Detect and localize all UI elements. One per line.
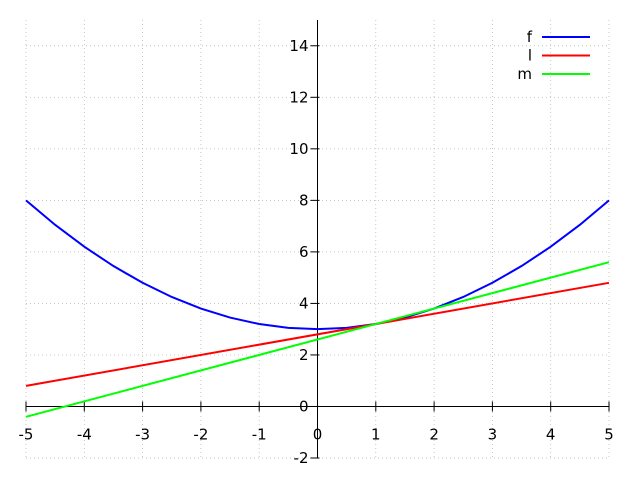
x-tick-label: 3 [488,425,498,443]
series-line-m [25,261,610,418]
y-tick-label: 14 [289,37,308,55]
series-group [25,199,610,418]
y-tick-label: 10 [289,140,308,158]
legend-label-f: f [527,28,533,46]
y-tick-label: 2 [299,346,309,364]
legend-label-m: m [517,65,532,83]
y-tick-label: 6 [299,243,309,261]
x-tick-label: -4 [77,425,92,443]
series-line-l [25,281,610,387]
x-tick-label: -1 [252,425,267,443]
x-tick-label: -5 [19,425,34,443]
x-tick-label: 0 [313,425,323,443]
y-tick-label: -2 [294,449,309,467]
x-tick-label: 5 [604,425,614,443]
axes [26,20,609,458]
legend-label-l: l [528,47,532,65]
x-tick-label: 1 [371,425,381,443]
series-line-f [25,199,610,331]
x-tick-label: 2 [429,425,439,443]
x-tick-label: 4 [546,425,556,443]
y-tick-label: 0 [299,397,309,415]
legend: flm [517,28,590,83]
x-tick-label: -2 [193,425,208,443]
x-tick-label: -3 [135,425,150,443]
y-tick-label: 4 [299,294,309,312]
y-tick-label: 12 [289,88,308,106]
y-tick-label: 8 [299,191,309,209]
